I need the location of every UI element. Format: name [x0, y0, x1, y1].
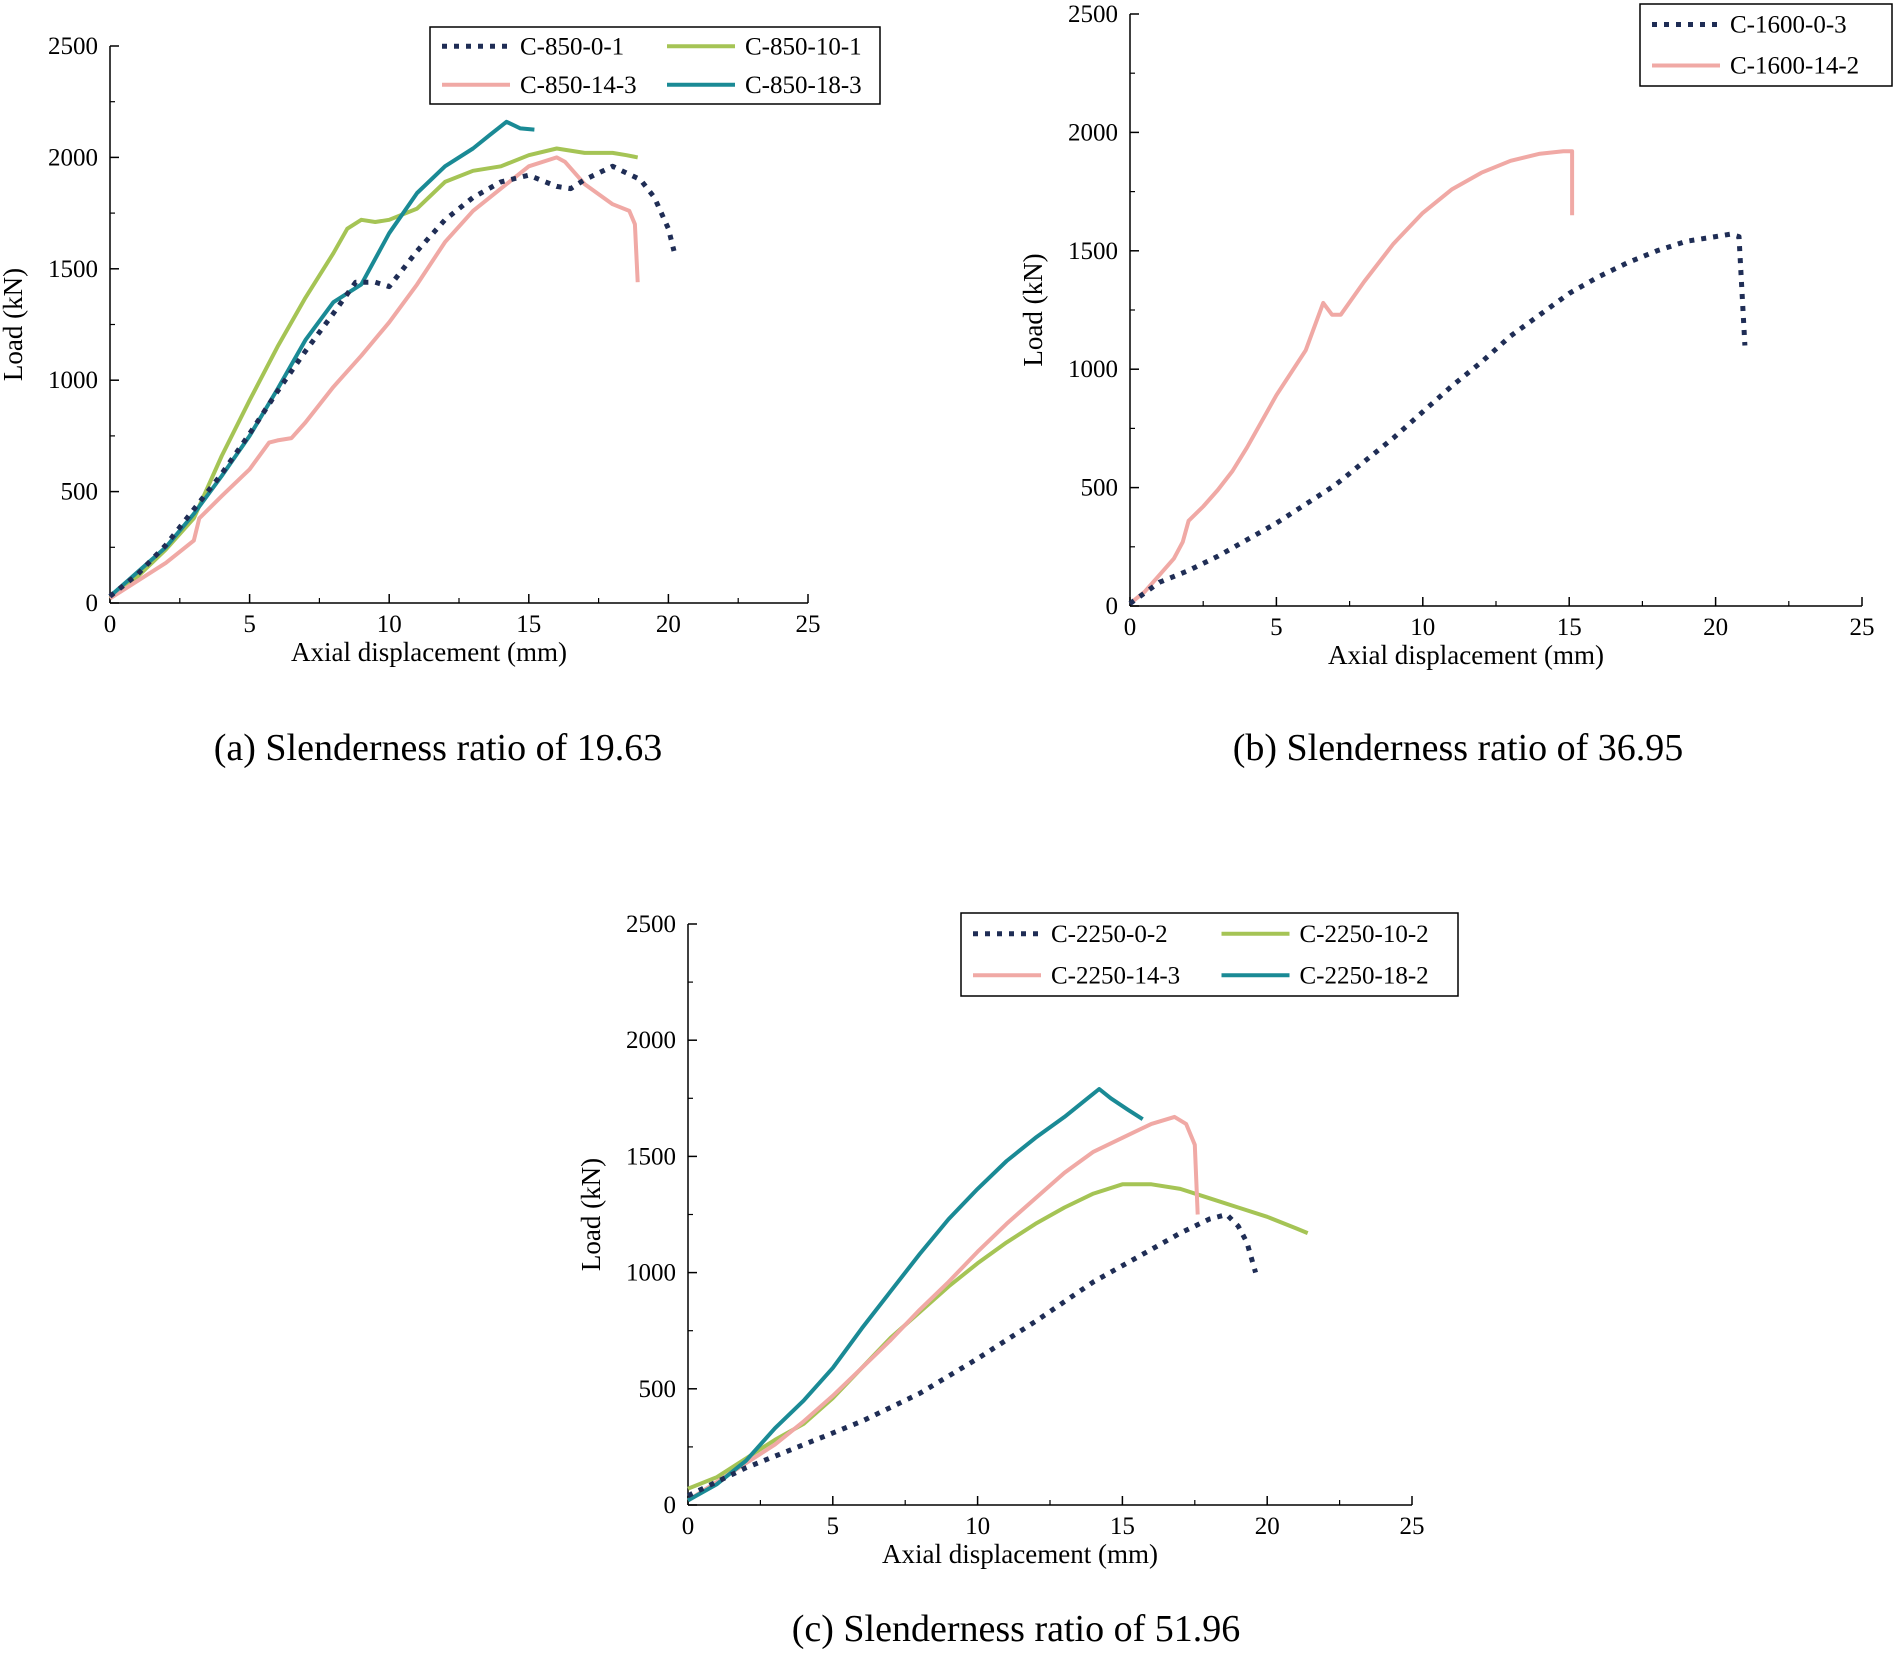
x-tick-label: 20 [1255, 1513, 1280, 1540]
x-tick-label: 15 [1557, 614, 1582, 641]
legend-label: C-850-10-1 [745, 33, 862, 60]
x-tick-label: 15 [1110, 1513, 1135, 1540]
x-tick-label: 5 [827, 1513, 840, 1540]
panel-c: 0 5 10 15 20 25 0 500 1000 1500 2000 2500 Axial disp… [576, 911, 1459, 1650]
x-tick-label: 10 [1410, 614, 1435, 641]
panel-caption: (b) Slenderness ratio of 36.95 [1233, 727, 1684, 769]
legend: C-850-0-1 C-850-10-1 C-850-14-3 C-850-18-3 [429, 26, 881, 105]
y-tick-label: 2500 [626, 911, 676, 938]
y-tick-label: 1500 [1068, 238, 1118, 265]
x-tick-label: 0 [1124, 614, 1137, 641]
legend-label: C-2250-10-2 [1300, 921, 1429, 948]
x-tick-label: 0 [682, 1513, 695, 1540]
series-line-C-2250-14-3 [686, 1114, 1200, 1503]
y-tick-label: 1500 [48, 256, 98, 283]
series-line-C-1600-14-2 [1128, 149, 1575, 606]
legend-label: C-2250-18-2 [1300, 962, 1429, 989]
legend: C-2250-0-2 C-2250-10-2 C-2250-14-3 C-2250-1… [960, 912, 1459, 997]
x-axis-title: Axial displacement (mm) [291, 637, 567, 667]
legend-label: C-850-0-1 [520, 33, 624, 60]
x-tick-label: 20 [656, 611, 681, 638]
legend-box [960, 912, 1459, 997]
x-tick-label: 5 [1270, 614, 1283, 641]
y-tick-label: 1000 [626, 1260, 676, 1287]
x-tick-label: 5 [243, 611, 256, 638]
y-tick-label: 500 [1081, 475, 1119, 502]
series-line-C-1600-0-3 [1128, 231, 1748, 606]
x-tick-label: 10 [965, 1513, 990, 1540]
series-line-C-850-10-1 [108, 146, 639, 601]
y-axis-title: Load (kN) [1018, 253, 1048, 366]
panel-caption: (a) Slenderness ratio of 19.63 [214, 727, 663, 769]
legend-box [1639, 3, 1893, 87]
series-line-C-850-18-3 [108, 119, 535, 598]
legend-label: C-1600-14-2 [1730, 53, 1859, 80]
y-tick-label: 500 [639, 1376, 677, 1403]
y-tick-label: 2500 [1068, 1, 1118, 28]
x-axis-title: Axial displacement (mm) [1328, 640, 1604, 670]
y-tick-label: 0 [86, 590, 99, 617]
legend: C-1600-0-3 C-1600-14-2 [1639, 3, 1893, 87]
x-tick-label: 0 [104, 611, 117, 638]
y-tick-label: 2500 [48, 33, 98, 60]
panel-caption: (c) Slenderness ratio of 51.96 [792, 1608, 1241, 1650]
y-axis-title: Load (kN) [0, 268, 28, 381]
legend-label: C-2250-14-3 [1051, 962, 1180, 989]
legend-label: C-850-14-3 [520, 72, 637, 99]
y-tick-label: 0 [664, 1492, 677, 1519]
panel-a: 0 5 10 15 20 25 0 500 1000 1500 2000 2500 Axial disp… [0, 26, 881, 769]
y-tick-label: 2000 [48, 144, 98, 171]
y-axis-title: Load (kN) [576, 1158, 606, 1271]
y-tick-label: 2000 [626, 1027, 676, 1054]
y-tick-label: 1500 [626, 1143, 676, 1170]
x-axis-title: Axial displacement (mm) [882, 1539, 1158, 1569]
x-tick-label: 15 [516, 611, 541, 638]
y-tick-label: 2000 [1068, 119, 1118, 146]
x-tick-label: 10 [377, 611, 402, 638]
legend-label: C-2250-0-2 [1051, 921, 1168, 948]
x-tick-label: 25 [796, 611, 821, 638]
x-tick-label: 20 [1703, 614, 1728, 641]
series-line-C-2250-0-2 [686, 1212, 1259, 1498]
y-tick-label: 500 [61, 479, 99, 506]
legend-box [429, 26, 881, 105]
y-tick-label: 1000 [1068, 356, 1118, 383]
x-tick-label: 25 [1400, 1513, 1425, 1540]
legend-label: C-1600-0-3 [1730, 12, 1847, 39]
x-tick-label: 25 [1850, 614, 1875, 641]
panel-b: 0 5 10 15 20 25 0 500 1000 1500 2000 2500 Axial disp… [1018, 1, 1893, 769]
legend-label: C-850-18-3 [745, 72, 862, 99]
y-tick-label: 1000 [48, 367, 98, 394]
series-line-C-850-0-1 [108, 163, 677, 599]
y-tick-label: 0 [1106, 593, 1119, 620]
series-line-C-2250-18-2 [687, 1087, 1144, 1503]
